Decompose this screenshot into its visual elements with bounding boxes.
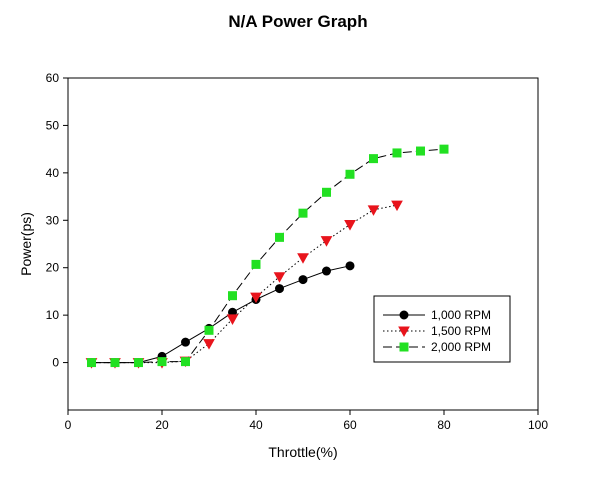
data-point xyxy=(344,220,356,231)
data-point xyxy=(439,144,449,154)
data-point xyxy=(228,291,237,301)
x-tick-label: 60 xyxy=(343,418,357,432)
data-point xyxy=(345,169,355,179)
data-point xyxy=(391,200,403,212)
x-tick-label: 80 xyxy=(437,418,451,432)
series-2 xyxy=(85,200,403,369)
data-point xyxy=(226,314,239,325)
data-point xyxy=(134,358,143,368)
data-point xyxy=(322,187,331,197)
x-tick-label: 20 xyxy=(155,418,169,432)
data-point xyxy=(273,272,286,283)
series-3 xyxy=(87,144,449,368)
series-line xyxy=(91,265,351,364)
legend: 1,000 RPM 1,500 RPM 2,000 RPM xyxy=(373,295,511,363)
x-axis-label: Throttle(%) xyxy=(268,444,337,460)
series-line xyxy=(91,204,398,364)
data-point xyxy=(157,357,167,367)
series-1 xyxy=(87,261,355,368)
data-point xyxy=(416,146,425,156)
plot-series xyxy=(85,144,449,369)
legend-label: 1,500 RPM xyxy=(431,324,491,338)
data-point xyxy=(181,337,190,347)
y-tick-label: 0 xyxy=(52,356,59,370)
legend-box xyxy=(373,295,511,363)
data-point xyxy=(369,154,378,164)
data-point xyxy=(275,232,284,242)
data-point xyxy=(298,208,308,218)
y-tick-label: 40 xyxy=(46,166,60,180)
data-point xyxy=(110,358,120,368)
legend-marker xyxy=(399,342,409,352)
x-tick-label: 40 xyxy=(249,418,263,432)
data-point xyxy=(203,339,215,350)
x-tick-label: 0 xyxy=(65,418,72,432)
data-point xyxy=(392,148,402,158)
x-axis-ticks: 0 20 40 60 80 100 xyxy=(65,410,548,432)
legend-marker xyxy=(399,310,409,320)
data-point xyxy=(297,253,309,264)
series-line xyxy=(91,148,445,364)
data-point xyxy=(251,259,261,269)
data-point xyxy=(87,358,96,368)
legend-label: 1,000 RPM xyxy=(431,308,491,322)
y-tick-label: 30 xyxy=(46,213,60,227)
y-axis-ticks: 0 10 20 30 40 50 60 xyxy=(46,71,68,370)
chart-title: N/A Power Graph xyxy=(228,12,367,31)
data-point xyxy=(275,284,284,294)
data-point xyxy=(250,292,262,304)
data-point xyxy=(345,261,355,271)
y-tick-label: 50 xyxy=(46,118,60,132)
data-point xyxy=(320,236,333,247)
data-point xyxy=(204,325,214,335)
data-point xyxy=(181,357,190,367)
y-tick-label: 60 xyxy=(46,71,60,85)
data-point xyxy=(367,205,380,216)
plot-frame xyxy=(67,77,539,411)
legend-marker xyxy=(398,326,410,338)
x-tick-label: 100 xyxy=(528,418,548,432)
y-tick-label: 20 xyxy=(46,261,60,275)
data-point xyxy=(322,266,331,276)
y-axis-label: Power(ps) xyxy=(18,212,34,276)
y-tick-label: 10 xyxy=(46,308,60,322)
legend-label: 2,000 RPM xyxy=(431,340,491,354)
data-point xyxy=(298,275,308,285)
